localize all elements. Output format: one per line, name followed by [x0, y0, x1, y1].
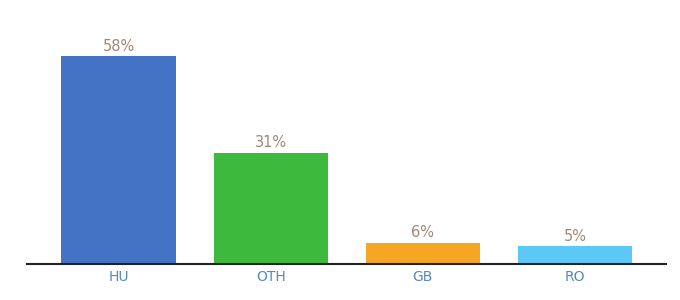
Text: 6%: 6%	[411, 225, 435, 240]
Bar	[518, 246, 632, 264]
Bar	[366, 242, 480, 264]
Text: 31%: 31%	[254, 135, 287, 150]
Bar	[61, 56, 175, 264]
Bar	[214, 153, 328, 264]
Text: 58%: 58%	[103, 39, 135, 54]
Text: 5%: 5%	[564, 229, 587, 244]
